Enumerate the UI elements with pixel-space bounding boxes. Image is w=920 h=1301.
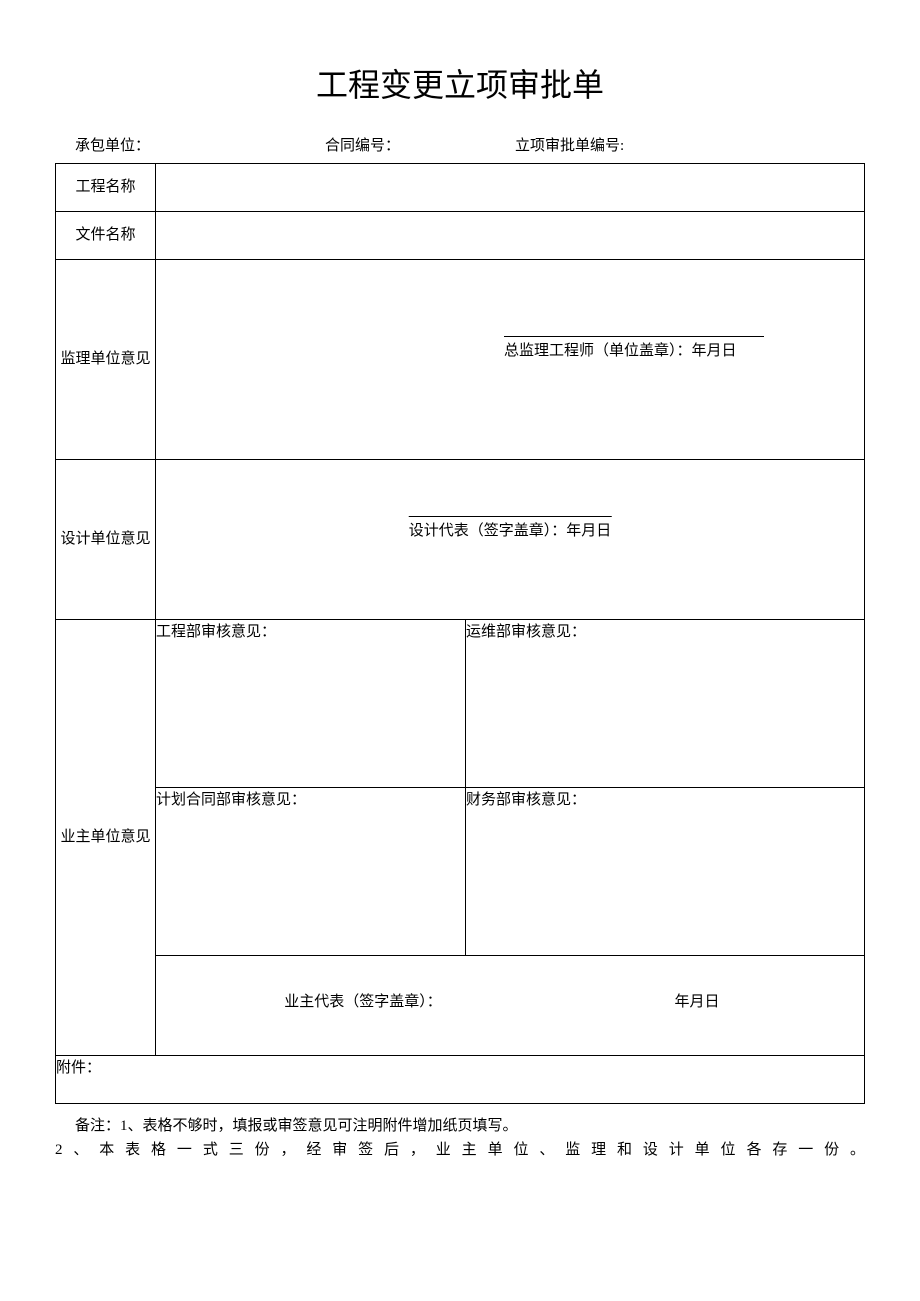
- owner-date-label: 年月日: [530, 990, 864, 1011]
- supervisor-opinion-cell: 总监理工程师（单位盖章）：年月日: [156, 260, 865, 460]
- supervisor-opinion-label: 监理单位意见: [56, 260, 156, 460]
- engineering-dept-cell: 工程部审核意见：: [156, 620, 466, 788]
- owner-rep-label: 业主代表（签字盖章）：: [156, 990, 530, 1011]
- design-opinion-cell: 设计代表（签字盖章）：年月日: [156, 460, 865, 620]
- contract-no-label: 合同编号：: [325, 134, 515, 155]
- supervisor-signature-line: 总监理工程师（单位盖章）：年月日: [504, 336, 764, 360]
- design-opinion-label: 设计单位意见: [56, 460, 156, 620]
- finance-dept-cell: 财务部审核意见：: [466, 788, 865, 956]
- note-2: 2、本表格一式三份，经审签后，业主单位、监理和设计单位各存一份。: [55, 1138, 865, 1162]
- design-signature-line: 设计代表（签字盖章）：年月日: [409, 516, 612, 540]
- contractor-label: 承包单位：: [75, 134, 325, 155]
- project-name-value: [156, 164, 865, 212]
- supervisor-opinion-text: 监理单位意见: [60, 351, 150, 367]
- header-row: 承包单位： 合同编号： 立项审批单编号:: [55, 134, 865, 163]
- owner-opinion-text: 业主单位意见: [60, 829, 150, 845]
- file-name-label: 文件名称: [56, 212, 156, 260]
- design-opinion-text: 设计单位意见: [60, 531, 150, 547]
- owner-signature-cell: 业主代表（签字盖章）： 年月日: [156, 956, 865, 1056]
- note-1: 备注：1、表格不够时，填报或审签意见可注明附件增加纸页填写。: [55, 1114, 865, 1138]
- approval-no-label: 立项审批单编号:: [515, 134, 845, 155]
- operation-dept-cell: 运维部审核意见：: [466, 620, 865, 788]
- file-name-value: [156, 212, 865, 260]
- attachment-cell: 附件：: [56, 1056, 865, 1104]
- project-name-label: 工程名称: [56, 164, 156, 212]
- notes-section: 备注：1、表格不够时，填报或审签意见可注明附件增加纸页填写。 2、本表格一式三份…: [55, 1114, 865, 1162]
- owner-opinion-label: 业主单位意见: [56, 620, 156, 1056]
- plan-contract-dept-cell: 计划合同部审核意见：: [156, 788, 466, 956]
- approval-table: 工程名称 文件名称 监理单位意见 总监理工程师（单位盖章）：年月日 设计单位意见…: [55, 163, 865, 1104]
- page-title: 工程变更立项审批单: [55, 60, 865, 106]
